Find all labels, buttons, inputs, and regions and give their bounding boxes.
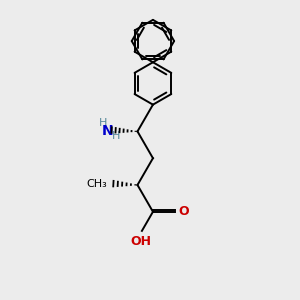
Text: H: H [99,118,107,128]
Text: N: N [101,124,113,137]
Text: H: H [112,131,120,141]
Text: CH₃: CH₃ [86,178,107,188]
Text: O: O [178,205,189,218]
Text: OH: OH [130,235,151,248]
